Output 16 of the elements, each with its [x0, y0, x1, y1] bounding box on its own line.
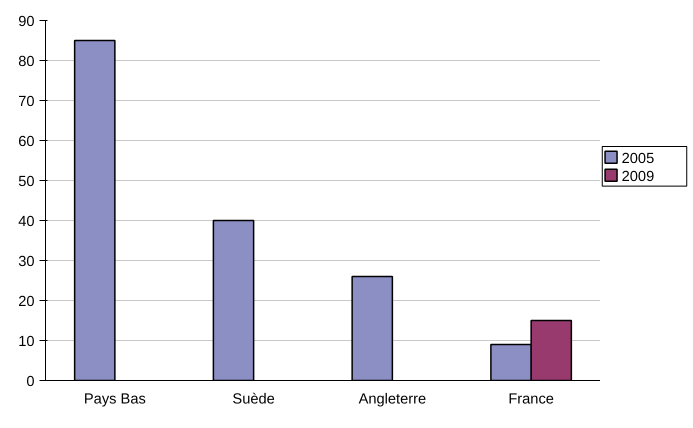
y-tick-label: 30: [18, 254, 35, 270]
legend-label: 2009: [622, 168, 654, 185]
x-tick-label: France: [508, 392, 554, 408]
legend-label: 2005: [622, 150, 654, 167]
y-tick-label: 60: [18, 134, 35, 150]
x-tick-label: Angleterre: [358, 392, 426, 408]
y-tick-label: 80: [18, 54, 35, 70]
y-tick-label: 90: [18, 14, 35, 30]
y-tick-label: 40: [18, 214, 35, 230]
y-tick-label: 10: [18, 334, 35, 350]
x-tick-label: Pays Bas: [84, 392, 146, 408]
x-tick-label: Suède: [232, 392, 275, 408]
y-tick-label: 0: [26, 374, 35, 390]
y-tick-label: 50: [18, 174, 35, 190]
y-tick-label: 20: [18, 294, 35, 310]
y-tick-label: 70: [18, 94, 35, 110]
